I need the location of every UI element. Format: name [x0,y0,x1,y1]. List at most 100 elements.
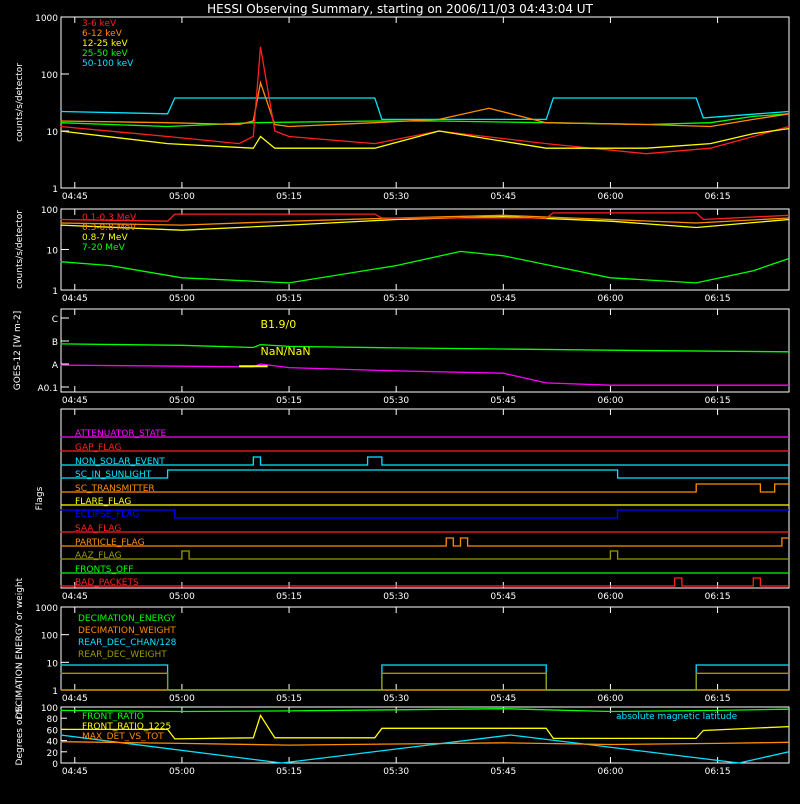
y-tick-label: 100 [41,704,58,714]
series-line [60,741,790,746]
x-tick-label: 05:00 [169,396,195,406]
series-line [60,80,790,128]
series-line [60,127,790,149]
y-tick-label: 1 [52,287,58,297]
x-tick-label: 06:15 [705,592,731,602]
x-tick-label: 05:00 [169,592,195,602]
goes-short-channel-line [60,363,789,386]
series-line [60,97,790,121]
legend-entry: REAR_DEC_WEIGHT [78,650,167,660]
flag-label: SAA_FLAG [75,524,121,534]
x-tick-label: 04:45 [62,767,88,777]
flag-line [60,577,789,587]
legend-entry: FRONT_RATIO [82,712,144,722]
x-tick-label: 06:00 [597,396,623,406]
x-tick-label: 05:45 [490,694,516,704]
legend-entry: 3-6 keV [82,19,117,29]
y-tick-label: 100 [41,206,58,216]
x-tick-label: 05:00 [169,694,195,704]
y-tick-label: 60 [47,726,59,736]
legend-entry: absolute magnetic latitude [616,712,738,722]
legend-entry: 7-20 MeV [82,243,126,253]
legend-entry: 50-100 keV [82,59,134,69]
series-line [60,672,789,691]
panel-frame [60,16,790,189]
x-tick-label: 05:45 [490,192,516,202]
x-tick-label: 05:00 [169,767,195,777]
legend-entry: 0.8-7 MeV [82,233,128,243]
flag-line [60,483,789,493]
flag-label: NON_SOLAR_EVENT [75,457,165,467]
y-tick-label: 1000 [35,14,58,24]
x-tick-label: 04:45 [62,396,88,406]
x-tick-label: 04:45 [62,294,88,304]
x-tick-label: 05:30 [383,694,409,704]
x-tick-label: 06:15 [705,192,731,202]
series-line [60,212,790,222]
y-tick-label: A0.1 [38,384,58,394]
series-line [60,250,790,284]
x-tick-label: 05:30 [383,396,409,406]
x-tick-label: 06:00 [597,694,623,704]
series-line [60,113,790,128]
x-tick-label: 05:30 [383,192,409,202]
goes-long-channel-line [60,343,790,353]
x-tick-label: 06:15 [705,396,731,406]
x-tick-label: 05:30 [383,767,409,777]
y-tick-label: 100 [41,71,58,81]
y-tick-label: 1 [52,687,58,697]
y-tick-label: 100 [41,632,58,642]
flag-line [60,456,789,466]
legend-entry: 25-50 keV [82,49,128,59]
legend-entry: MAX_DET_VS_TOT [82,732,164,742]
x-tick-label: 05:15 [276,694,302,704]
x-tick-label: 05:30 [383,294,409,304]
panel-frame [60,408,790,589]
y-tick-label: 0 [52,760,58,770]
y-axis-label: DECIMATION ENERGY or weight [15,577,25,719]
x-tick-label: 05:15 [276,592,302,602]
y-tick-label: B [52,338,58,348]
y-tick-label: 10 [47,247,59,257]
series-line [60,713,790,740]
x-tick-label: 06:00 [597,294,623,304]
x-tick-label: 04:45 [62,192,88,202]
y-tick-label: 10 [47,128,59,138]
y-tick-label: 40 [47,738,59,748]
series-line [60,214,790,226]
y-tick-label: 80 [47,715,59,725]
flag-line [60,469,789,479]
legend-entry: DECIMATION_ENERGY [78,614,176,624]
flag-label: AAZ_FLAG [75,551,122,561]
x-tick-label: 05:15 [276,294,302,304]
goes-annotation: B1.9/0 [260,318,296,331]
x-tick-label: 06:00 [597,767,623,777]
flag-label: SC_IN_SUNLIGHT [75,470,152,480]
x-tick-label: 06:00 [597,192,623,202]
y-tick-label: 10 [47,659,59,669]
legend-entry: DECIMATION_WEIGHT [78,626,176,636]
series-line [60,708,790,713]
y-axis-label: GOES-12 [W m-2] [13,311,23,391]
y-tick-label: A [52,361,59,371]
x-tick-label: 05:15 [276,767,302,777]
series-line [60,734,790,764]
y-axis-label: Flags [35,486,45,510]
legend-entry: 0.1-0.3 MeV [82,213,137,223]
x-tick-label: 05:45 [490,396,516,406]
y-tick-label: 1000 [35,604,58,614]
x-tick-label: 05:15 [276,192,302,202]
legend-entry: 6-12 keV [82,29,123,39]
x-tick-label: 05:45 [490,294,516,304]
y-axis-label: Degrees or % [15,704,25,765]
flag-label: FLARE_FLAG [75,497,131,507]
flag-label: ECLIPSE_FLAG [75,510,139,520]
x-tick-label: 04:45 [62,694,88,704]
legend-entry: 0.3-0.8 MeV [82,223,137,233]
flag-label: GAP_FLAG [75,443,121,453]
y-tick-label: C [52,315,58,325]
x-tick-label: 06:00 [597,592,623,602]
x-tick-label: 05:00 [169,294,195,304]
legend-entry: FRONT_RATIO_1225 [82,722,171,732]
